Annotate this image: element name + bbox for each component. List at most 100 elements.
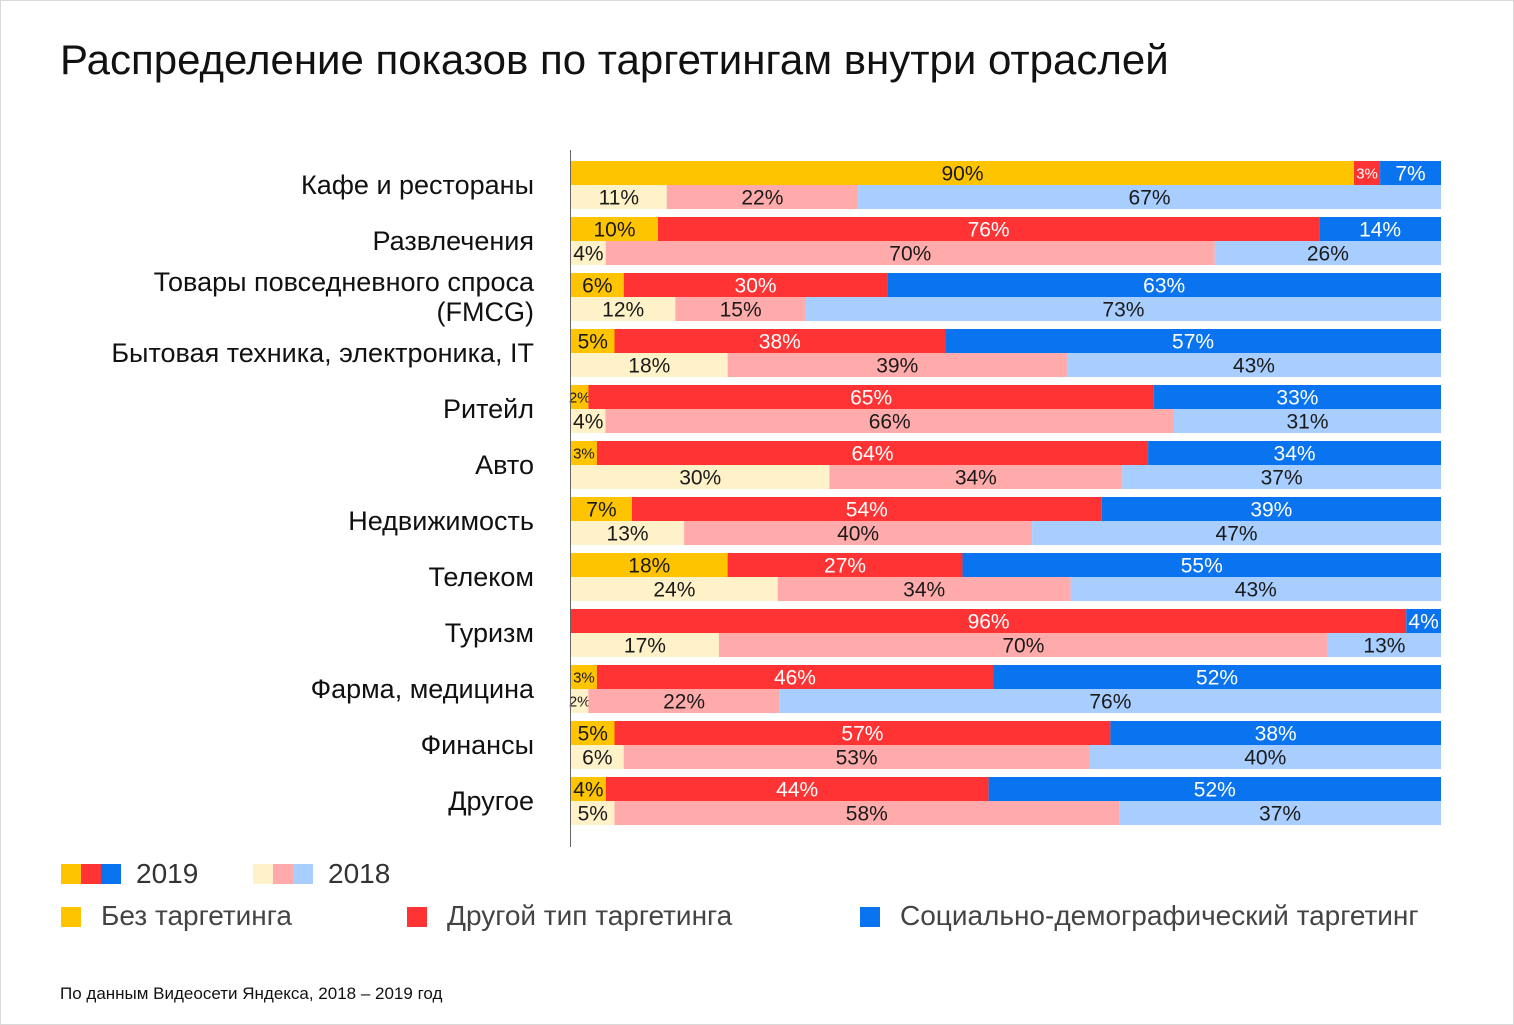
data-label-2019-other-row-3: 38%: [759, 331, 801, 354]
data-label-2018-social-row-9: 76%: [1089, 691, 1131, 714]
bar-2018-social-row-1: [1214, 241, 1441, 265]
data-label-2018-none-row-1: 4%: [573, 243, 603, 266]
data-label-2018-social-row-2: 73%: [1102, 299, 1144, 322]
data-label-2018-other-row-9: 22%: [663, 691, 705, 714]
bar-2019-social-row-3: [945, 329, 1441, 353]
legend-label-none: Без таргетинга: [101, 900, 292, 931]
category-label-row-5: Авто: [475, 450, 534, 480]
bar-2019-none-row-6: [571, 497, 632, 521]
data-label-2018-other-row-1: 70%: [889, 243, 931, 266]
bar-2019-other-row-11: [605, 777, 989, 801]
bar-2019-none-row-10: [571, 721, 615, 745]
data-label-2018-none-row-10: 6%: [582, 747, 612, 770]
bar-2019-none-row-4: [571, 385, 589, 409]
bar-2018-none-row-2: [571, 297, 676, 321]
legend-label-social: Социально-демографический таргетинг: [900, 900, 1419, 931]
category-label-row-0: Кафе и рестораны: [301, 170, 534, 200]
data-label-2019-social-row-3: 57%: [1172, 331, 1214, 354]
category-label-row-3: Бытовая техника, электроника, IT: [111, 338, 534, 368]
bar-2019-social-row-1: [1319, 217, 1441, 241]
data-label-2018-social-row-5: 37%: [1261, 467, 1303, 490]
bar-2018-none-row-5: [571, 465, 830, 489]
data-label-2019-other-row-6: 54%: [846, 499, 888, 522]
legend-swatch-none: [61, 907, 81, 927]
bar-2019-social-row-8: [1406, 609, 1441, 633]
data-label-2019-social-row-9: 52%: [1196, 667, 1238, 690]
data-label-2018-none-row-3: 18%: [628, 355, 670, 378]
bar-2018-none-row-0: [571, 185, 667, 209]
data-label-2019-social-row-7: 55%: [1181, 555, 1223, 578]
data-label-2018-social-row-11: 37%: [1259, 803, 1301, 826]
data-label-2018-social-row-3: 43%: [1233, 355, 1275, 378]
data-label-2019-none-row-4: 2%: [569, 389, 591, 406]
bar-2018-none-row-10: [571, 745, 624, 769]
chart-title: Распределение показов по таргетингам вну…: [60, 36, 1169, 83]
bar-2018-social-row-3: [1066, 353, 1441, 377]
data-label-2018-none-row-8: 17%: [624, 635, 666, 658]
bar-2018-other-row-4: [605, 409, 1174, 433]
category-label-row-2-line-0: Товары повседневного спроса: [154, 267, 535, 297]
footnote: По данным Видеосети Яндекса, 2018 – 2019…: [60, 984, 443, 1003]
bar-2018-none-row-8: [571, 633, 719, 657]
data-label-2019-none-row-6: 7%: [586, 499, 616, 522]
data-label-2019-none-row-2: 6%: [582, 275, 612, 298]
data-label-2018-other-row-8: 70%: [1002, 635, 1044, 658]
bar-2019-other-row-8: [571, 609, 1407, 633]
data-label-2018-social-row-1: 26%: [1307, 243, 1349, 266]
data-label-2019-social-row-0: 7%: [1395, 163, 1425, 186]
bar-2018-social-row-8: [1327, 633, 1441, 657]
bar-2018-other-row-7: [777, 577, 1071, 601]
bar-2019-social-row-0: [1380, 161, 1441, 185]
bar-2018-none-row-11: [571, 801, 615, 825]
bar-2018-other-row-8: [718, 633, 1328, 657]
bar-2019-other-row-10: [614, 721, 1111, 745]
category-label-row-4: Ритейл: [443, 394, 534, 424]
bar-2018-none-row-6: [571, 521, 685, 545]
bar-2018-other-row-10: [623, 745, 1090, 769]
legend-year-2019: 2019: [136, 858, 199, 889]
bar-2018-social-row-4: [1173, 409, 1441, 433]
data-label-2018-other-row-6: 40%: [837, 523, 879, 546]
bar-2018-social-row-9: [779, 689, 1441, 713]
legend-swatch-other-2019: [81, 864, 101, 884]
data-label-2019-social-row-5: 34%: [1274, 443, 1316, 466]
bar-2019-social-row-10: [1110, 721, 1441, 745]
bar-2019-none-row-0: [571, 161, 1354, 185]
bar-2018-none-row-1: [571, 241, 606, 265]
data-label-2018-none-row-2: 12%: [602, 299, 644, 322]
category-label-row-7: Телеком: [428, 562, 534, 592]
data-label-2019-none-row-11: 4%: [573, 779, 603, 802]
legend-swatch-social-2018: [293, 864, 313, 884]
data-label-2018-other-row-0: 22%: [741, 187, 783, 210]
category-label-row-8: Туризм: [445, 618, 534, 648]
bar-2018-social-row-2: [805, 297, 1441, 321]
bar-2019-social-row-6: [1101, 497, 1441, 521]
data-label-2019-other-row-9: 46%: [774, 667, 816, 690]
stacked-bar-chart: 90% 3% 7% 11% 22% 67% Кафе и рестораны 10% 76% 14…: [111, 150, 1441, 847]
bar-2019-other-row-1: [658, 217, 1320, 241]
bar-2019-other-row-7: [727, 553, 963, 577]
category-label-row-10: Финансы: [421, 730, 534, 760]
bar-2019-other-row-3: [614, 329, 946, 353]
bar-2019-none-row-5: [571, 441, 597, 465]
data-label-2019-other-row-8: 96%: [968, 611, 1010, 634]
legend-2019-swatches: [61, 864, 121, 884]
data-label-2018-other-row-3: 39%: [876, 355, 918, 378]
category-label-row-6: Недвижимость: [348, 506, 534, 536]
data-label-2019-none-row-0: 90%: [941, 163, 983, 186]
legend-swatch-other-2018: [273, 864, 293, 884]
data-label-2018-none-row-9: 2%: [569, 693, 591, 710]
bar-2018-social-row-10: [1089, 745, 1441, 769]
data-label-2019-social-row-2: 63%: [1143, 275, 1185, 298]
bar-2019-none-row-7: [571, 553, 728, 577]
bar-2018-social-row-7: [1070, 577, 1441, 601]
data-label-2019-none-row-5: 3%: [573, 445, 595, 462]
data-label-2019-social-row-4: 33%: [1276, 387, 1318, 410]
legend-swatch-none-2019: [61, 864, 81, 884]
legend-swatch-other: [407, 907, 427, 927]
legend-social: Социально-демографический таргетинг: [860, 900, 1419, 932]
data-label-2019-other-row-2: 30%: [735, 275, 777, 298]
data-label-2018-other-row-11: 58%: [846, 803, 888, 826]
bar-2018-other-row-9: [588, 689, 780, 713]
data-label-2019-other-row-0: 3%: [1356, 165, 1378, 182]
